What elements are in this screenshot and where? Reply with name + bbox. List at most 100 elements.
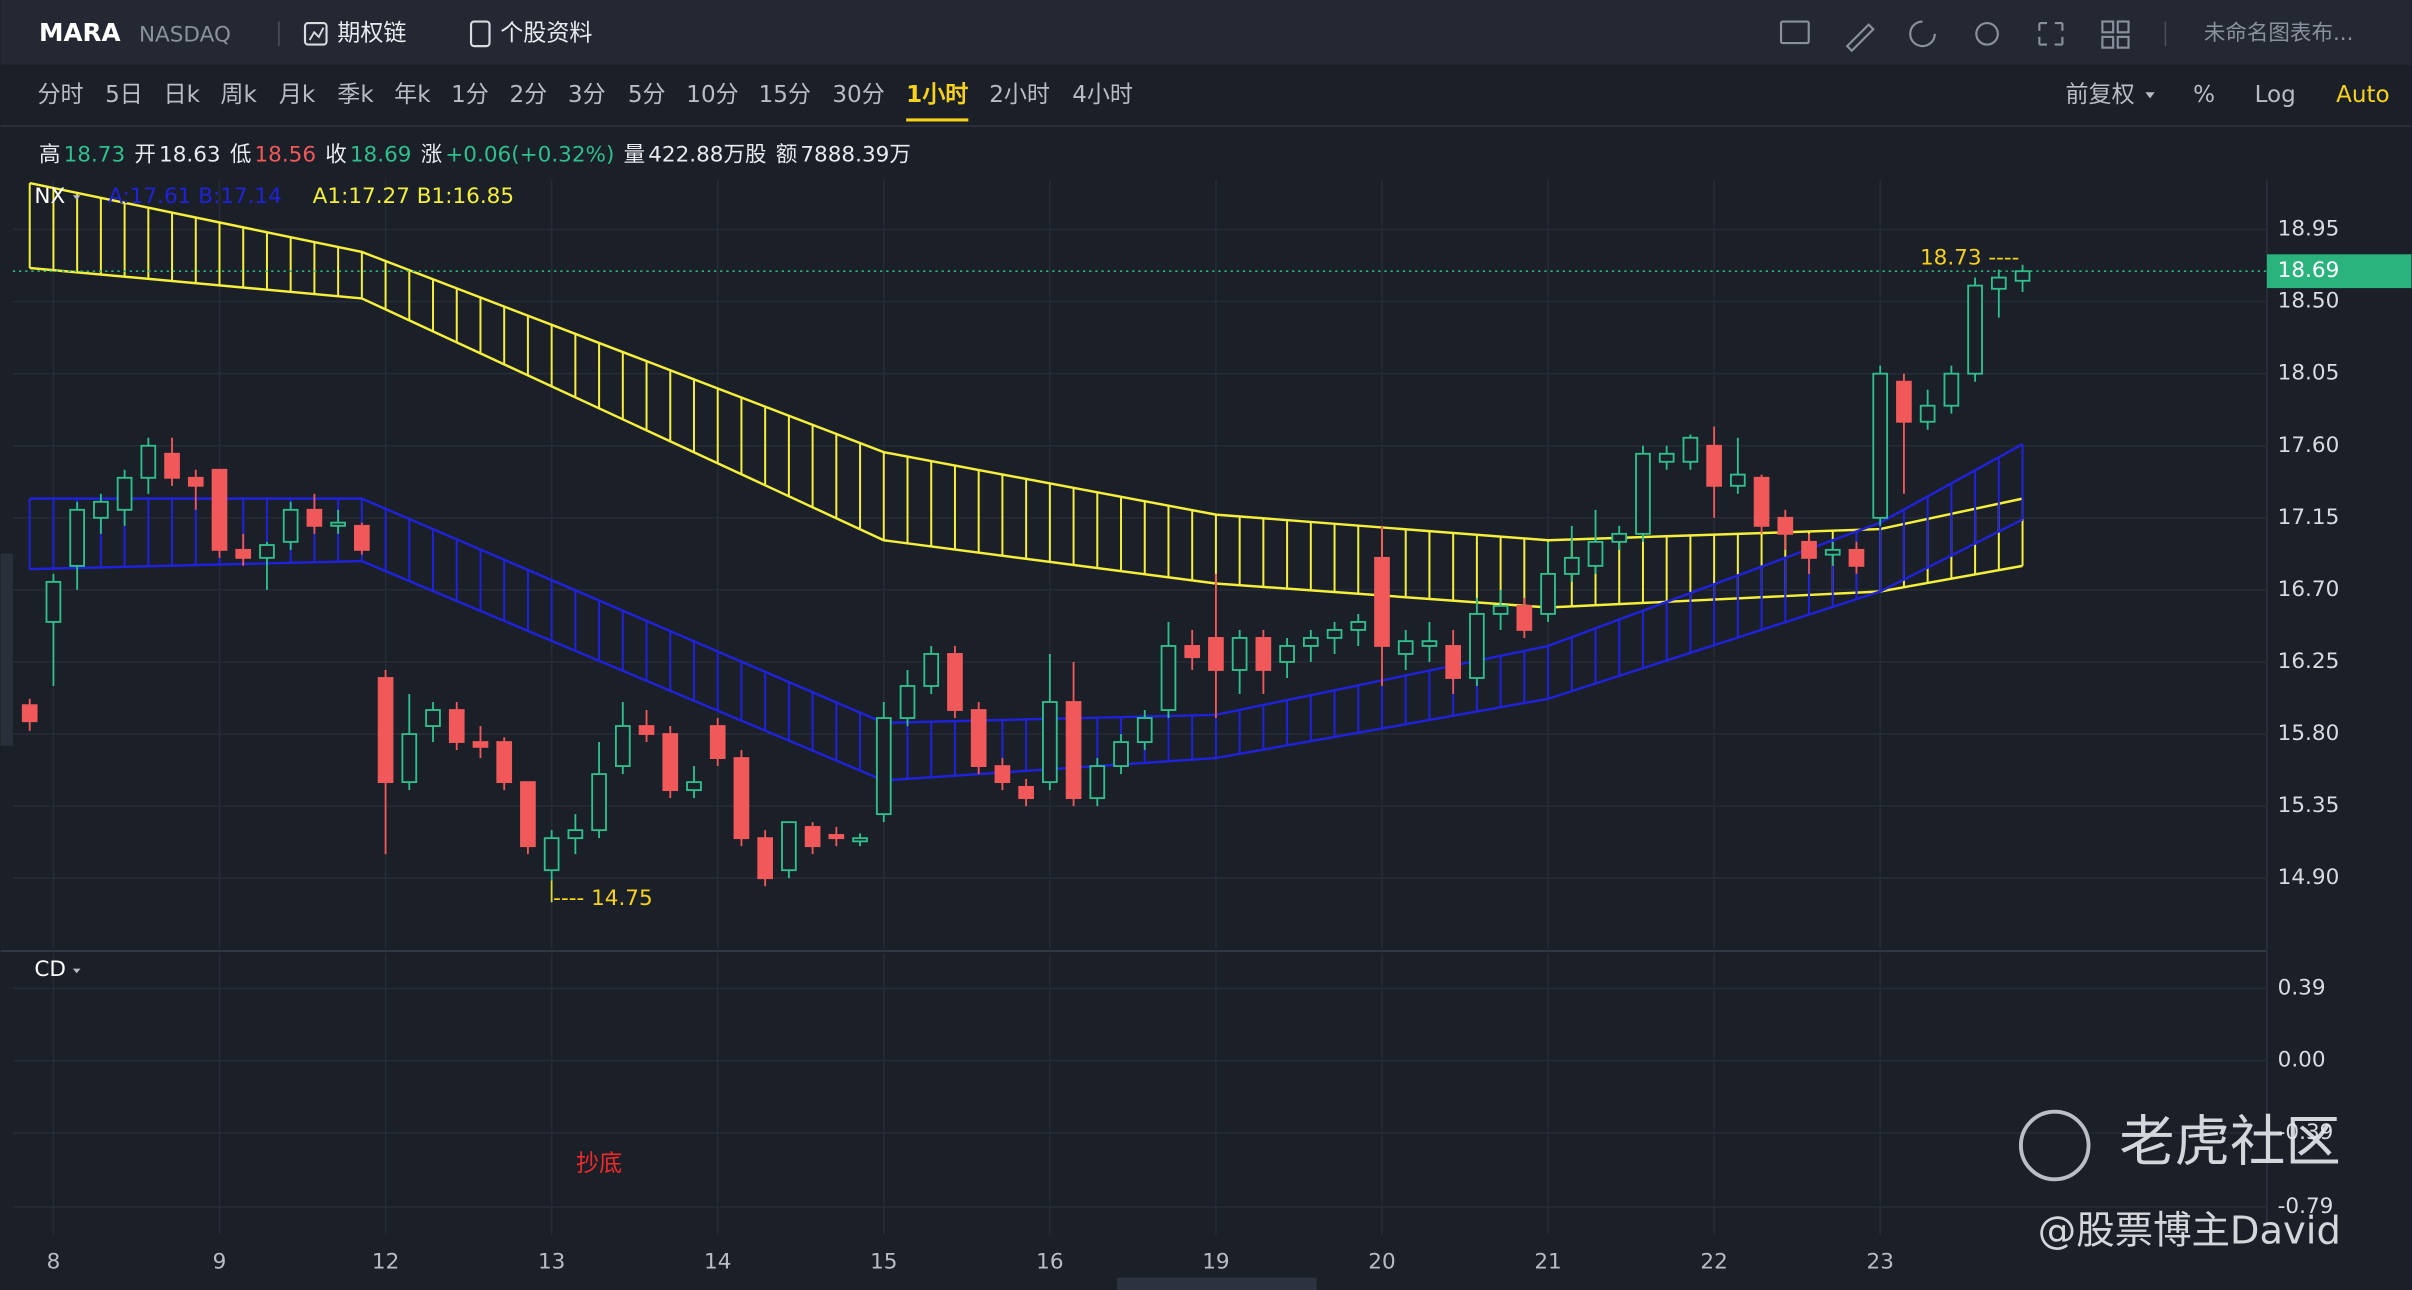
option[interactable]: 前复权	[2065, 82, 2134, 108]
option[interactable]: Log	[2255, 82, 2296, 108]
candle-body	[93, 500, 109, 519]
timeframe[interactable]: 10分	[686, 82, 738, 108]
timeframe[interactable]: 1分	[451, 82, 489, 108]
timeframe[interactable]: 3分	[568, 82, 606, 108]
panel-name[interactable]: CD	[34, 957, 66, 982]
candle-body	[1374, 556, 1390, 647]
band-lower	[29, 518, 2024, 782]
layout-icon[interactable]	[2101, 20, 2115, 34]
timeframe[interactable]: 15分	[759, 82, 811, 108]
timeframe[interactable]: 月k	[279, 82, 316, 108]
candle-body	[1658, 452, 1675, 463]
timeframe[interactable]: 周k	[220, 82, 257, 108]
tab[interactable]: 个股资料	[500, 20, 592, 46]
x-tick-label: 15	[870, 1249, 897, 1274]
last-price-tag	[2266, 254, 2412, 289]
timeframe[interactable]: 季k	[337, 82, 374, 108]
quote-value: 18.63	[159, 142, 221, 167]
max-annotation: 18.73 ----	[1920, 246, 2019, 271]
candle-body	[567, 829, 584, 840]
candle-body	[1065, 701, 1082, 800]
candle-body	[1872, 372, 1889, 519]
candle-body	[875, 717, 892, 816]
candle-body	[733, 757, 750, 840]
timeframe[interactable]: 5日	[105, 82, 143, 108]
timeframe[interactable]: 年k	[394, 82, 431, 108]
x-tick-label: 13	[538, 1249, 565, 1274]
timeframe[interactable]: 分时	[37, 82, 83, 108]
timeframe[interactable]: 5分	[628, 82, 666, 108]
y-tick-label: 18.50	[2278, 289, 2340, 314]
candle-body	[1753, 476, 1770, 527]
last-price-label: 18.69	[2278, 258, 2340, 283]
candle-body	[1967, 284, 1983, 375]
x-tick-label: 8	[47, 1249, 61, 1274]
candle-body	[1919, 404, 1936, 423]
candle-body	[306, 508, 323, 527]
draw-icon[interactable]	[1845, 23, 1875, 53]
side-tab[interactable]	[0, 553, 13, 746]
panel-tick-label: -0.39	[2278, 1120, 2334, 1145]
timeframe[interactable]: 30分	[832, 82, 884, 108]
quote-value: 7888.39万	[800, 142, 911, 167]
quote-value: 422.88万股	[648, 142, 766, 167]
watermark-logo	[2018, 1109, 2091, 1182]
watermark: 老虎社区	[2119, 1111, 2340, 1175]
candle-body	[259, 544, 275, 559]
candle-body	[1136, 717, 1153, 743]
timeframe[interactable]: 4小时	[1072, 82, 1133, 108]
candle-body	[1943, 372, 1960, 407]
candle-body	[116, 476, 133, 511]
option[interactable]: %	[2193, 82, 2215, 108]
candle-body	[496, 741, 513, 784]
timeframe[interactable]: 2分	[509, 82, 547, 108]
candle-body	[1682, 436, 1699, 463]
option-chain-icon[interactable]	[303, 21, 328, 46]
tab[interactable]: 期权链	[337, 20, 406, 46]
panel-annotation: 抄底	[576, 1151, 622, 1177]
candle-body	[662, 733, 679, 792]
candle-body	[1350, 621, 1367, 631]
profile-icon[interactable]	[469, 20, 491, 48]
candle-body	[1302, 637, 1319, 647]
x-tick-label: 21	[1534, 1249, 1561, 1274]
timeframe[interactable]: 日k	[164, 82, 201, 108]
candle-body	[45, 580, 62, 623]
y-tick-label: 15.80	[2278, 721, 2340, 746]
candle-body	[1516, 604, 1533, 631]
panel-caret	[72, 968, 81, 974]
candle-body	[330, 521, 346, 527]
timeframe[interactable]: 1小时	[906, 82, 968, 108]
quote-value: 18.73	[64, 142, 126, 167]
fullscreen-icon[interactable]	[2038, 21, 2064, 46]
candle-body	[638, 725, 655, 735]
candle-body	[804, 826, 821, 848]
quote-label: 低	[230, 142, 252, 167]
candle-body	[970, 709, 987, 768]
candle-body	[1089, 765, 1106, 800]
layout-name[interactable]: 未命名图表布...	[2204, 21, 2354, 46]
quote-label: 额	[776, 142, 798, 167]
candle-body	[852, 837, 868, 843]
timeframe[interactable]: 2小时	[989, 82, 1050, 108]
symbol: MARA	[39, 18, 120, 47]
candle-body	[2014, 270, 2031, 282]
layout-icon	[2116, 35, 2130, 49]
candle-body	[1184, 645, 1201, 659]
toolbar-icons	[1779, 20, 2130, 53]
indicator-icon[interactable]	[1779, 20, 1810, 45]
candle-body	[1042, 701, 1058, 784]
candle-body	[1587, 540, 1604, 567]
option[interactable]: Auto	[2336, 82, 2390, 108]
candle-body	[21, 704, 38, 723]
candle-body	[164, 452, 180, 479]
indicator-name[interactable]: NX	[34, 184, 65, 209]
scroll-handle[interactable]	[1116, 1277, 1317, 1290]
top-bar	[0, 0, 2412, 65]
refresh-icon[interactable]	[1909, 20, 1936, 48]
candle-body	[1231, 637, 1248, 671]
settings-icon[interactable]	[1975, 21, 1999, 46]
candle-body	[1279, 645, 1295, 663]
